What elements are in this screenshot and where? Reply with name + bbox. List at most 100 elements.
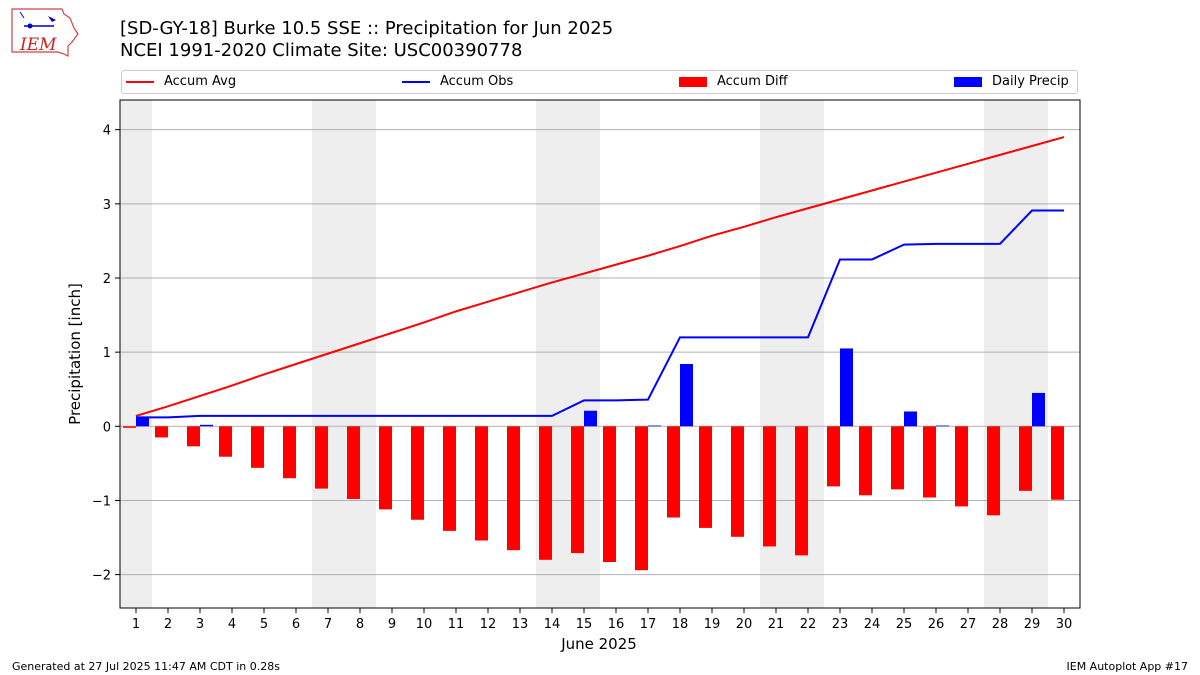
legend-swatch-accum-diff (679, 76, 707, 87)
y-tick-label-5: 3 (103, 198, 111, 213)
legend-swatch-daily-precip (954, 76, 982, 87)
bar-accum-diff-day-13 (507, 426, 520, 551)
bar-accum-diff-day-12 (475, 426, 488, 541)
line-accum-obs (136, 209, 1064, 419)
weekend-shade-2 (312, 100, 376, 608)
bar-accum-diff-day-15 (571, 426, 584, 554)
bar-daily-precip-day-23 (840, 348, 853, 427)
bar-accum-diff-day-19 (699, 426, 712, 528)
x-tick-label-6: 6 (292, 617, 300, 632)
x-tick-label-15: 15 (576, 617, 593, 632)
iem-logo: IEM (11, 8, 79, 57)
x-axis-label: June 2025 (560, 635, 637, 653)
bar-accum-diff-day-23 (827, 426, 840, 487)
legend-item-accum-diff: Accum Diff (679, 74, 788, 89)
x-tick-label-27: 27 (960, 617, 977, 632)
bar-accum-diff-day-21 (763, 426, 776, 547)
x-tick-label-14: 14 (544, 617, 561, 632)
x-tick-label-25: 25 (896, 617, 913, 632)
line-accum-avg (135, 136, 1065, 417)
bar-accum-diff-day-5 (251, 426, 264, 468)
bar-accum-diff-day-1 (123, 426, 136, 428)
x-tick-label-28: 28 (992, 617, 1009, 632)
chart-title: [SD-GY-18] Burke 10.5 SSE :: Precipitati… (120, 18, 614, 39)
weekend-shading (120, 100, 1048, 608)
bar-accum-diff-day-16 (603, 426, 616, 563)
chart-subtitle: NCEI 1991-2020 Climate Site: USC00390778 (120, 40, 523, 61)
x-tick-label-10: 10 (416, 617, 433, 632)
x-tick-label-24: 24 (864, 617, 881, 632)
x-tick-label-8: 8 (356, 617, 364, 632)
footer-generated: Generated at 27 Jul 2025 11:47 AM CDT in… (12, 660, 280, 673)
y-tick-label-0: −2 (92, 569, 111, 584)
bar-accum-diff-day-26 (923, 426, 936, 498)
bar-accum-diff-day-22 (795, 426, 808, 556)
bar-accum-diff-day-29 (1019, 426, 1032, 491)
bar-accum-diff-day-14 (539, 426, 552, 560)
x-tick-label-30: 30 (1056, 617, 1073, 632)
legend-label-accum-diff: Accum Diff (717, 74, 788, 89)
x-tick-label-16: 16 (608, 617, 625, 632)
logo-text: IEM (19, 35, 57, 55)
legend-swatch-accum-obs (402, 80, 430, 83)
x-tick-label-7: 7 (324, 617, 332, 632)
bars (123, 348, 1064, 571)
y-tick-label-2: 0 (103, 420, 111, 435)
bar-accum-diff-day-24 (859, 426, 872, 496)
y-tick-label-4: 2 (103, 272, 111, 287)
bar-daily-precip-day-1 (136, 417, 149, 427)
bar-daily-precip-day-15 (584, 410, 597, 427)
legend-item-accum-avg: Accum Avg (126, 74, 236, 89)
chart-legend: Accum Avg Accum Obs Accum Diff Daily Pre… (121, 70, 1078, 94)
lines (135, 136, 1065, 419)
x-tick-label-29: 29 (1024, 617, 1041, 632)
x-tick-label-18: 18 (672, 617, 689, 632)
bar-accum-diff-day-6 (283, 426, 296, 479)
x-tick-label-21: 21 (768, 617, 785, 632)
bar-daily-precip-day-17 (648, 425, 661, 427)
legend-label-accum-obs: Accum Obs (440, 74, 514, 89)
y-tick-label-1: −1 (92, 494, 111, 509)
bar-accum-diff-day-20 (731, 426, 744, 537)
bar-accum-diff-day-7 (315, 426, 328, 489)
grid-lines (120, 129, 1080, 576)
x-tick-label-3: 3 (196, 617, 204, 632)
bar-accum-diff-day-2 (155, 426, 168, 438)
x-tick-label-5: 5 (260, 617, 268, 632)
x-tick-label-17: 17 (640, 617, 657, 632)
weekend-shade-1 (120, 100, 152, 608)
bar-accum-diff-day-18 (667, 426, 680, 518)
legend-item-daily-precip: Daily Precip (954, 74, 1069, 89)
x-tick-label-12: 12 (480, 617, 497, 632)
bar-daily-precip-day-26 (936, 425, 949, 427)
x-tick-label-9: 9 (388, 617, 396, 632)
x-tick-label-13: 13 (512, 617, 529, 632)
x-tick-label-1: 1 (132, 617, 140, 632)
bar-daily-precip-day-29 (1032, 392, 1045, 427)
x-tick-label-2: 2 (164, 617, 172, 632)
y-tick-label-6: 4 (103, 124, 111, 139)
bar-daily-precip-day-18 (680, 364, 693, 427)
weekend-shade-5 (984, 100, 1048, 608)
x-tick-label-11: 11 (448, 617, 465, 632)
bar-accum-diff-day-27 (955, 426, 968, 507)
bar-accum-diff-day-8 (347, 426, 360, 499)
bar-accum-diff-day-17 (635, 426, 648, 571)
bar-daily-precip-day-25 (904, 411, 917, 427)
x-tick-label-22: 22 (800, 617, 817, 632)
x-tick-label-4: 4 (228, 617, 236, 632)
bar-accum-diff-day-9 (379, 426, 392, 510)
x-tick-label-23: 23 (832, 617, 849, 632)
bar-accum-diff-day-4 (219, 426, 232, 457)
legend-label-accum-avg: Accum Avg (164, 74, 237, 89)
bar-accum-diff-day-11 (443, 426, 456, 531)
footer-app: IEM Autoplot App #17 (1066, 660, 1189, 673)
plot-frame (119, 99, 1081, 609)
bar-accum-diff-day-25 (891, 426, 904, 490)
bar-accum-diff-day-3 (187, 426, 200, 447)
bar-accum-diff-day-28 (987, 426, 1000, 516)
x-tick-label-20: 20 (736, 617, 753, 632)
bar-accum-diff-day-10 (411, 426, 424, 520)
